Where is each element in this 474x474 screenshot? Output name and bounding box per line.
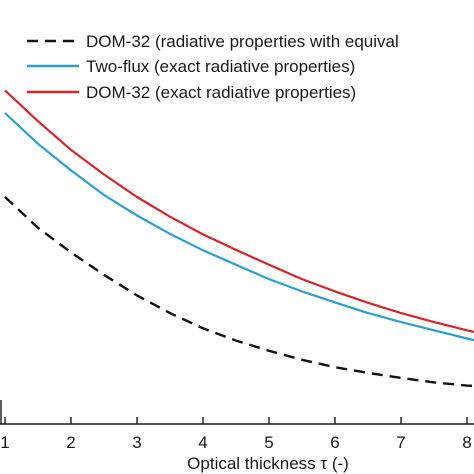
x-axis-label: Optical thickness τ (-) bbox=[187, 454, 349, 473]
legend-label-3: DOM-32 (exact radiative properties) bbox=[86, 83, 356, 102]
x-tick-label: 1 bbox=[0, 433, 9, 452]
series-line-1 bbox=[4, 196, 474, 388]
series-line-2 bbox=[4, 112, 474, 342]
x-tick-label: 7 bbox=[396, 433, 405, 452]
plot-area: 1 2 3 4 5 6 7 8 bbox=[0, 89, 474, 452]
legend-label-1: DOM-32 (radiative properties with equiva… bbox=[86, 32, 399, 51]
legend-label-2: Two-flux (exact radiative properties) bbox=[86, 57, 355, 76]
x-tick-label: 6 bbox=[330, 433, 339, 452]
legend: DOM-32 (radiative properties with equiva… bbox=[27, 32, 399, 102]
x-tick-label: 8 bbox=[462, 433, 471, 452]
x-tick-label: 4 bbox=[198, 433, 207, 452]
x-tick-label: 3 bbox=[132, 433, 141, 452]
x-tick-label: 2 bbox=[66, 433, 75, 452]
series-line-3 bbox=[4, 89, 474, 334]
x-tick-label: 5 bbox=[264, 433, 273, 452]
